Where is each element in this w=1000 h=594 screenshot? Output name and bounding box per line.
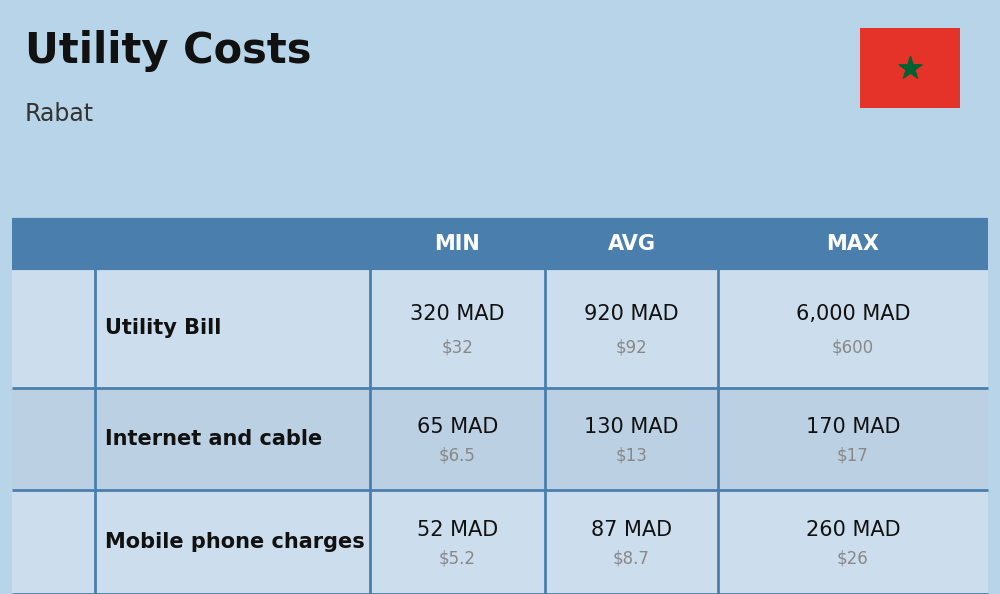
Text: $6.5: $6.5 [439, 446, 476, 465]
Text: 320 MAD: 320 MAD [410, 304, 505, 324]
Point [902, 63, 918, 72]
FancyBboxPatch shape [12, 490, 988, 594]
Text: AVG: AVG [608, 234, 656, 254]
Text: 170 MAD: 170 MAD [806, 417, 900, 437]
Text: $8.7: $8.7 [613, 549, 650, 568]
Text: $17: $17 [837, 446, 869, 465]
Text: $13: $13 [616, 446, 647, 465]
FancyBboxPatch shape [12, 220, 988, 268]
FancyBboxPatch shape [12, 388, 988, 490]
Text: Mobile phone charges: Mobile phone charges [105, 532, 365, 552]
Text: Internet and cable: Internet and cable [105, 429, 322, 449]
Text: 260 MAD: 260 MAD [806, 520, 900, 539]
Text: 6,000 MAD: 6,000 MAD [796, 304, 910, 324]
Text: $600: $600 [832, 338, 874, 356]
Text: Utility Bill: Utility Bill [105, 318, 221, 338]
Text: $26: $26 [837, 549, 869, 568]
Text: $5.2: $5.2 [439, 549, 476, 568]
FancyBboxPatch shape [12, 268, 988, 388]
FancyBboxPatch shape [860, 28, 960, 108]
Text: 87 MAD: 87 MAD [591, 520, 672, 539]
Text: MIN: MIN [435, 234, 480, 254]
Text: $92: $92 [616, 338, 647, 356]
Text: 130 MAD: 130 MAD [584, 417, 679, 437]
Text: Rabat: Rabat [25, 102, 94, 126]
Text: $32: $32 [442, 338, 473, 356]
Text: Utility Costs: Utility Costs [25, 30, 312, 72]
Text: 920 MAD: 920 MAD [584, 304, 679, 324]
Text: MAX: MAX [826, 234, 880, 254]
Text: 52 MAD: 52 MAD [417, 520, 498, 539]
Text: 65 MAD: 65 MAD [417, 417, 498, 437]
